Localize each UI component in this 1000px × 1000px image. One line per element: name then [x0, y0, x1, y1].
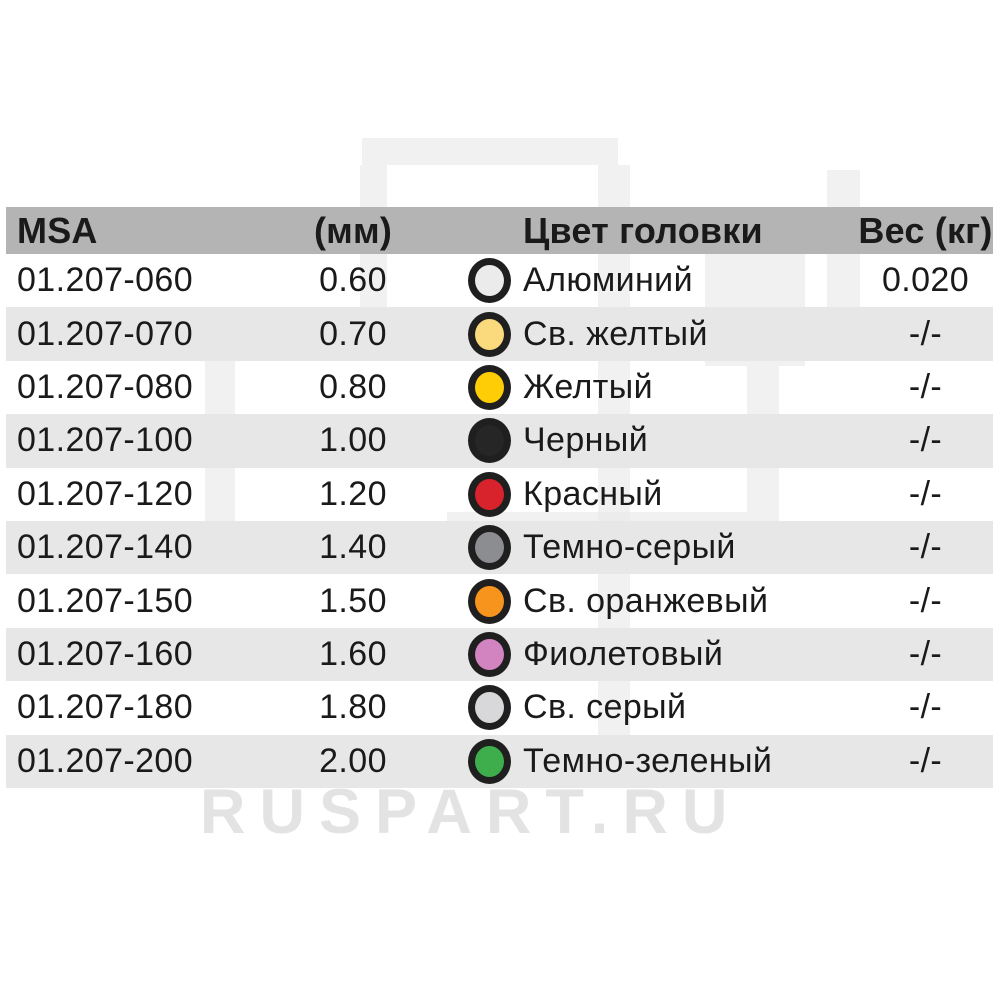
dot-cell — [418, 418, 512, 464]
weight-kg-cell: -/- — [908, 367, 943, 406]
header-mm: (мм) — [313, 209, 393, 251]
table-row: 01.207-160 1.60 Фиолетовый -/- — [6, 627, 993, 682]
table-row: 01.207-100 1.00 Черный -/- — [6, 414, 993, 468]
head-color-name-cell: Черный — [523, 421, 649, 460]
head-color-dot-icon — [468, 364, 511, 410]
header-msa: MSA — [17, 209, 98, 251]
head-color-name-cell: Св. оранжевый — [523, 581, 769, 620]
head-color-name-cell: Темно-серый — [523, 528, 736, 567]
weight-kg-cell: -/- — [908, 528, 943, 567]
msa-code-cell: 01.207-120 — [17, 474, 194, 513]
weight-kg-cell: -/- — [908, 421, 943, 460]
dot-cell — [418, 525, 512, 571]
weight-kg-cell: -/- — [908, 741, 943, 780]
msa-code-cell: 01.207-140 — [17, 528, 194, 567]
dot-cell — [418, 578, 512, 624]
products-table: MSA (мм) Цвет головки Вес (кг) 01.207-06… — [6, 207, 993, 788]
msa-code-cell: 01.207-160 — [17, 634, 194, 673]
msa-code-cell: 01.207-150 — [17, 581, 194, 620]
msa-code-cell: 01.207-200 — [17, 741, 194, 780]
diameter-mm-cell: 0.80 — [319, 367, 387, 406]
table-row: 01.207-070 0.70 Св. желтый -/- — [6, 307, 993, 361]
head-color-name-cell: Темно-зеленый — [523, 741, 773, 780]
diameter-mm-cell: 0.70 — [319, 314, 387, 353]
table-header-row: MSA (мм) Цвет головки Вес (кг) — [6, 207, 993, 254]
msa-code-cell: 01.207-060 — [17, 261, 194, 300]
dot-cell — [418, 311, 512, 357]
head-color-name-cell: Желтый — [523, 367, 653, 406]
table-row: 01.207-120 1.20 Красный -/- — [6, 468, 993, 521]
msa-code-cell: 01.207-080 — [17, 367, 194, 406]
weight-kg-cell: -/- — [908, 314, 943, 353]
head-color-name-cell: Фиолетовый — [523, 634, 724, 673]
msa-code-cell: 01.207-180 — [17, 688, 194, 727]
head-color-dot-icon — [468, 471, 511, 517]
diameter-mm-cell: 1.40 — [319, 528, 387, 567]
weight-kg-cell: -/- — [908, 634, 943, 673]
diameter-mm-cell: 1.60 — [319, 634, 387, 673]
diameter-mm-cell: 1.20 — [319, 474, 387, 513]
head-color-name-cell: Красный — [523, 474, 663, 513]
dot-cell — [418, 738, 512, 784]
weight-kg-cell: -/- — [908, 688, 943, 727]
msa-code-cell: 01.207-070 — [17, 314, 194, 353]
weight-kg-cell: 0.020 — [881, 261, 970, 300]
weight-kg-cell: -/- — [908, 474, 943, 513]
head-color-name-cell: Св. серый — [523, 688, 687, 727]
head-color-name-cell: Алюминий — [523, 261, 693, 300]
head-color-name-cell: Св. желтый — [523, 314, 708, 353]
diameter-mm-cell: 2.00 — [319, 741, 387, 780]
table-row: 01.207-200 2.00 Темно-зеленый -/- — [6, 734, 993, 788]
head-color-dot-icon — [468, 418, 511, 464]
dot-cell — [418, 364, 512, 410]
head-color-dot-icon — [468, 578, 511, 624]
dot-cell — [418, 471, 512, 517]
diameter-mm-cell: 1.50 — [319, 581, 387, 620]
head-color-dot-icon — [468, 311, 511, 357]
header-weight: Вес (кг) — [858, 209, 993, 251]
table-row: 01.207-080 0.80 Желтый -/- — [6, 361, 993, 414]
table-row: 01.207-140 1.40 Темно-серый -/- — [6, 520, 993, 575]
table-row: 01.207-180 1.80 Св. серый -/- — [6, 681, 993, 734]
table-row: 01.207-060 0.60 Алюминий 0.020 — [6, 254, 993, 307]
diameter-mm-cell: 1.00 — [319, 421, 387, 460]
head-color-dot-icon — [468, 258, 511, 304]
watermark-logo-shape — [362, 138, 618, 165]
head-color-dot-icon — [468, 738, 511, 784]
dot-cell — [418, 685, 512, 731]
diameter-mm-cell: 0.60 — [319, 261, 387, 300]
msa-code-cell: 01.207-100 — [17, 421, 194, 460]
dot-cell — [418, 631, 512, 677]
head-color-dot-icon — [468, 525, 511, 571]
header-head-color: Цвет головки — [523, 209, 763, 251]
head-color-dot-icon — [468, 631, 511, 677]
diameter-mm-cell: 1.80 — [319, 688, 387, 727]
table-row: 01.207-150 1.50 Св. оранжевый -/- — [6, 574, 993, 627]
weight-kg-cell: -/- — [908, 581, 943, 620]
head-color-dot-icon — [468, 685, 511, 731]
dot-cell — [418, 258, 512, 304]
table-body: 01.207-060 0.60 Алюминий 0.020 01.207-07… — [6, 254, 993, 788]
